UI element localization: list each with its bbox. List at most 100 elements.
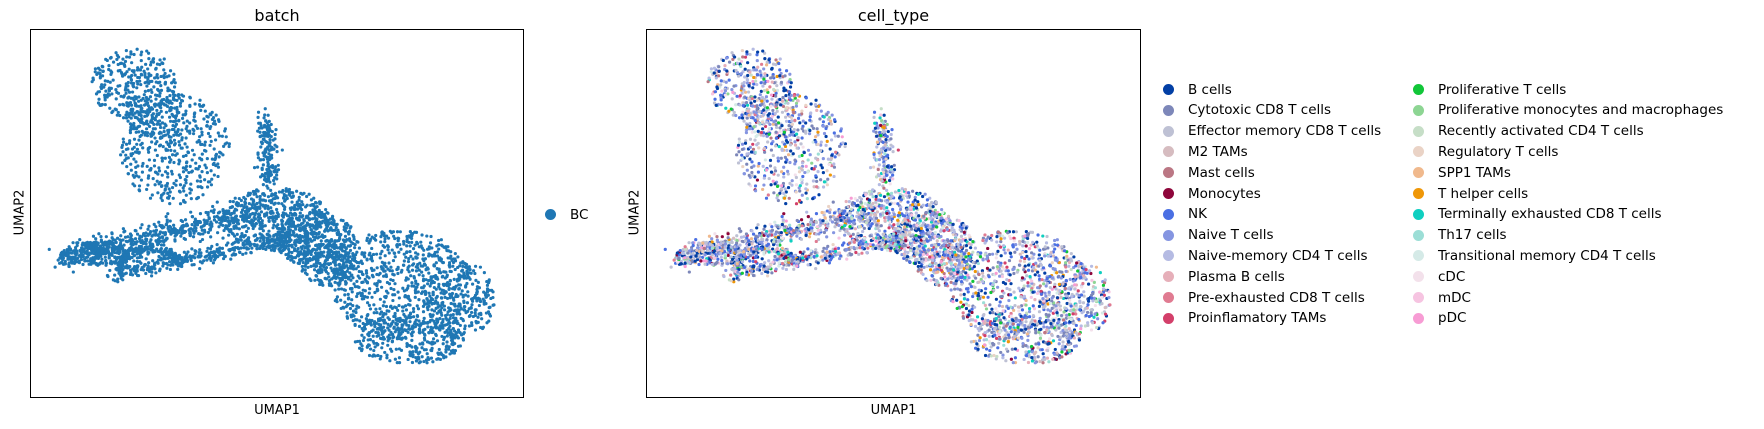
- scatter-point: [299, 223, 303, 227]
- scatter-point: [477, 286, 481, 290]
- scatter-point: [130, 61, 134, 65]
- scatter-point: [175, 105, 179, 110]
- scatter-point: [325, 226, 329, 230]
- scatter-point: [250, 219, 254, 223]
- scatter-point: [393, 282, 397, 286]
- scatter-point: [140, 50, 144, 54]
- scatter-point: [408, 244, 412, 248]
- scatter-point: [369, 254, 374, 258]
- scatter-point: [341, 219, 345, 223]
- scatter-point: [714, 76, 718, 80]
- scatter-point: [183, 142, 187, 146]
- scatter-point: [298, 211, 302, 215]
- scatter-point: [362, 336, 366, 340]
- scatter-point: [422, 284, 426, 288]
- scatter-point: [164, 261, 169, 266]
- scatter-point: [399, 332, 403, 336]
- scatter-point: [738, 94, 742, 98]
- scatter-point: [366, 338, 370, 342]
- scatter-point: [203, 255, 207, 259]
- scatter-point: [260, 233, 264, 237]
- scatter-point: [173, 98, 177, 102]
- scatter-point: [775, 74, 779, 79]
- scatter-point: [388, 359, 392, 363]
- scatter-point: [158, 130, 162, 134]
- scatter-point: [153, 136, 157, 140]
- scatter-point: [184, 181, 188, 185]
- scatter-point: [361, 288, 365, 292]
- scatter-point: [190, 158, 194, 162]
- scatter-point: [309, 239, 313, 243]
- scatter-point: [128, 139, 132, 143]
- scatter-point: [209, 183, 214, 187]
- legend-label: Monocytes: [1188, 185, 1261, 202]
- scatter-point: [289, 258, 293, 262]
- scatter-point: [444, 350, 448, 354]
- scatter-point: [432, 264, 437, 268]
- scatter-point: [126, 250, 130, 254]
- scatter-point: [274, 194, 278, 198]
- scatter-point: [147, 261, 151, 265]
- scatter-point: [162, 191, 166, 195]
- scatter-point: [131, 239, 135, 243]
- scatter-point: [473, 271, 477, 276]
- scatter-point: [168, 119, 173, 123]
- scatter-point: [340, 242, 344, 246]
- scatter-point: [81, 262, 85, 267]
- scatter-point: [198, 239, 202, 244]
- scatter-point: [427, 331, 431, 335]
- scatter-point: [120, 270, 124, 274]
- scatter-point: [265, 236, 270, 240]
- scatter-point: [210, 224, 214, 228]
- scatter-point: [268, 169, 272, 173]
- scatter-point: [155, 108, 159, 113]
- scatter-point: [766, 79, 770, 83]
- scatter-point: [723, 93, 727, 97]
- scatter-point: [456, 344, 461, 348]
- scatter-point: [461, 317, 465, 322]
- scatter-point: [313, 251, 318, 255]
- scatter-point: [146, 122, 150, 126]
- scatter-point: [414, 251, 418, 255]
- scatter-point: [128, 131, 133, 135]
- scatter-point: [162, 57, 166, 61]
- scatter-point: [433, 325, 437, 329]
- scatter-point: [142, 264, 146, 268]
- scatter-point: [434, 296, 438, 300]
- scatter-point: [139, 248, 143, 252]
- scatter-point: [434, 276, 439, 280]
- scatter-point: [416, 323, 421, 327]
- scatter-point: [178, 104, 183, 108]
- scatter-point: [290, 243, 294, 247]
- scatter-point: [208, 228, 212, 232]
- scatter-point: [448, 269, 452, 273]
- scatter-point: [139, 53, 143, 57]
- scatter-point: [200, 133, 204, 137]
- legend-marker: [1163, 84, 1174, 95]
- scatter-point: [265, 232, 269, 236]
- scatter-point: [473, 264, 478, 268]
- scatter-point: [434, 261, 438, 265]
- scatter-point: [207, 253, 211, 257]
- scatter-point: [241, 215, 245, 219]
- scatter-point: [333, 272, 337, 276]
- scatter-point: [751, 47, 755, 51]
- scatter-point: [254, 222, 258, 226]
- panel2-legend-item: pDC: [1413, 308, 1466, 329]
- scatter-point: [367, 331, 372, 335]
- scatter-point: [264, 247, 268, 251]
- scatter-point: [189, 210, 193, 214]
- scatter-point: [255, 165, 260, 169]
- scatter-point: [410, 240, 414, 244]
- scatter-point: [153, 183, 157, 187]
- scatter-point: [484, 302, 488, 306]
- scatter-point: [756, 50, 760, 54]
- scatter-point: [122, 103, 126, 107]
- scatter-point: [732, 84, 736, 88]
- scatter-point: [409, 254, 413, 258]
- scatter-point: [269, 122, 273, 127]
- scatter-point: [407, 324, 411, 328]
- panel2-legend-item: cDC: [1413, 266, 1465, 287]
- scatter-point: [148, 168, 153, 172]
- scatter-point: [159, 243, 164, 247]
